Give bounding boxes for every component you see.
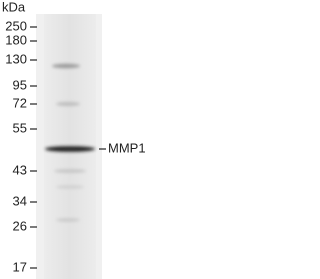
band bbox=[56, 218, 80, 222]
marker-label: 17 bbox=[13, 259, 27, 274]
marker-label: 26 bbox=[13, 218, 27, 233]
marker-label: 43 bbox=[13, 162, 27, 177]
marker-labels: 250 180 130 95 72 55 43 34 26 17 bbox=[5, 18, 27, 274]
band bbox=[54, 169, 86, 173]
marker-label: 130 bbox=[5, 51, 27, 66]
marker-label: 250 bbox=[5, 18, 27, 33]
axis-title: kDa bbox=[2, 0, 26, 14]
band bbox=[56, 185, 84, 189]
band-label: MMP1 bbox=[108, 140, 146, 155]
band bbox=[45, 146, 95, 152]
marker-label: 72 bbox=[13, 95, 27, 110]
marker-ticks bbox=[30, 26, 37, 269]
marker-label: 34 bbox=[13, 193, 27, 208]
bands bbox=[45, 63, 95, 222]
marker-label: 180 bbox=[5, 32, 27, 47]
blot-figure: kDa 250 180 130 95 72 55 43 34 26 17 MMP… bbox=[2, 0, 146, 279]
marker-label: 95 bbox=[13, 77, 27, 92]
band bbox=[52, 63, 80, 69]
band bbox=[56, 102, 80, 106]
marker-label: 55 bbox=[13, 120, 27, 135]
